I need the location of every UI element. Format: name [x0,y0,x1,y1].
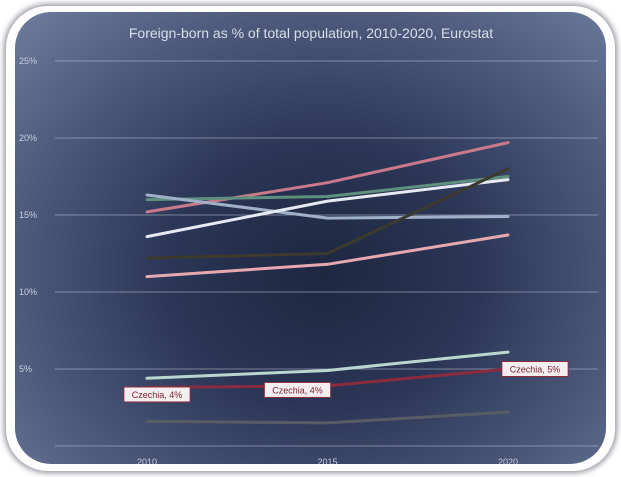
data-label: Czechia, 4% [123,386,191,403]
series-line [145,178,510,239]
line-chart: 5% 10% 15% 20% 25% 2010 2015 2020 Czechia, 4% Cz… [19,25,598,464]
chart-title: Foreign-born as % of total population, 2… [129,25,493,41]
series-line [145,410,510,425]
data-label-text: Czechia, 4% [272,385,323,395]
x-tick-label: 2010 [137,457,157,464]
y-tick-label: 25% [19,56,37,66]
series-line [145,167,510,260]
series-line [145,350,510,380]
y-tick-label: 10% [19,287,37,297]
data-label-box [263,381,332,398]
data-label: Czechia, 4% [263,381,332,398]
series-line [145,233,510,279]
chart-panel: 5% 10% 15% 20% 25% 2010 2015 2020 Czechia, 4% Cz… [15,12,606,464]
data-label-text: Czechia, 5% [510,365,561,375]
x-tick-label: 2020 [498,457,518,464]
x-tick-label: 2015 [317,457,337,464]
y-tick-label: 15% [19,210,37,220]
series-line [145,175,510,202]
data-label: Czechia, 5% [501,361,569,377]
data-label-text: Czechia, 4% [132,390,183,400]
y-tick-label: 5% [19,364,32,374]
data-label-box [123,386,191,403]
y-tick-label: 20% [19,133,37,143]
data-label-box [501,361,569,377]
series-line [145,193,510,220]
